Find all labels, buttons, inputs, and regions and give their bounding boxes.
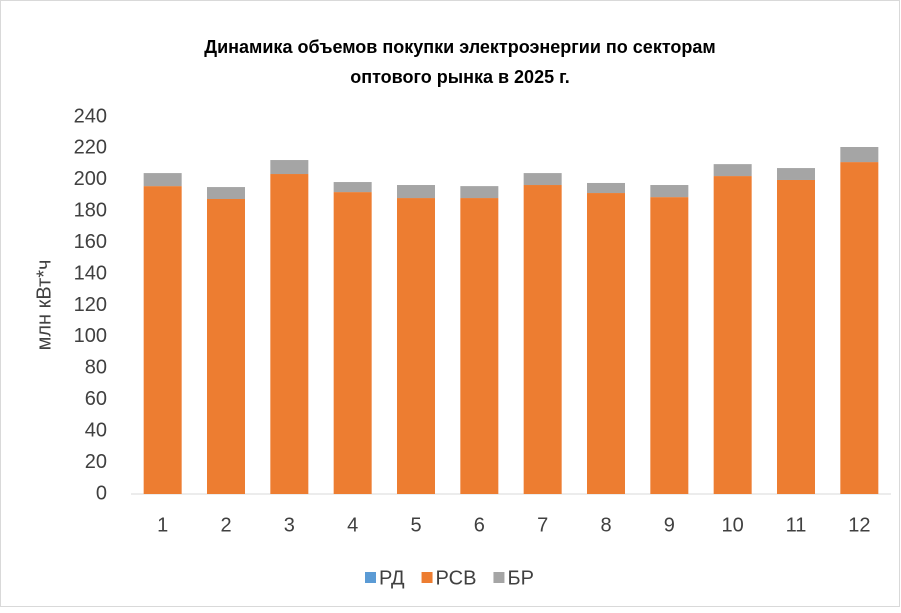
bar-segment (587, 193, 625, 495)
y-axis-title: млн кВт*ч (33, 260, 55, 351)
x-tick-label: 4 (347, 514, 358, 536)
x-tick-label: 1 (157, 514, 168, 536)
bar-segment (777, 168, 815, 180)
bar-segment (143, 186, 182, 494)
x-tick-label: 9 (664, 514, 675, 536)
bar-segment (207, 198, 245, 494)
bar-segment (523, 173, 562, 186)
bar-segment (587, 182, 625, 194)
bar-segment (460, 186, 499, 199)
bar-segment (270, 160, 309, 175)
y-tick-label: 200 (74, 168, 107, 190)
y-tick-label: 60 (85, 388, 107, 410)
x-tick-label: 3 (284, 514, 295, 536)
bar-segment (207, 187, 245, 199)
y-tick-label: 120 (74, 294, 107, 316)
y-tick-label: 0 (96, 482, 107, 504)
y-tick-label: 20 (85, 451, 107, 473)
y-tick-label: 220 (74, 137, 107, 159)
y-tick-label: 100 (74, 325, 107, 347)
y-tick-label: 160 (74, 231, 107, 253)
legend-label: РСВ (436, 567, 477, 589)
y-tick-label: 140 (74, 262, 107, 284)
legend-swatch (365, 572, 376, 583)
bar-segment (650, 197, 689, 495)
bar-segment (840, 147, 879, 163)
bar-segment (713, 164, 752, 177)
bar-segment (777, 179, 815, 494)
legend-label: БР (507, 567, 533, 589)
x-tick-label: 5 (410, 514, 421, 536)
x-tick-label: 8 (600, 514, 611, 536)
chart-title: Динамика объемов покупки электроэнергии … (204, 37, 715, 57)
bar-segment (840, 162, 879, 494)
y-tick-label: 240 (74, 105, 107, 127)
bar-segment (270, 174, 309, 495)
x-tick-label: 6 (474, 514, 485, 536)
legend-swatch (421, 572, 433, 583)
bar-segment (333, 192, 372, 495)
bar-segment (143, 173, 182, 187)
y-tick-label: 180 (74, 200, 107, 222)
bar-segment (713, 176, 752, 494)
x-tick-label: 2 (220, 514, 231, 536)
bar-segment (333, 182, 372, 193)
x-tick-label: 11 (786, 514, 807, 536)
bar-segment (397, 185, 435, 199)
bar-segment (650, 185, 689, 198)
y-tick-label: 80 (85, 357, 107, 379)
x-tick-label: 12 (848, 514, 870, 536)
x-tick-label: 10 (722, 514, 744, 536)
legend-swatch (493, 572, 505, 583)
bar-segment (460, 198, 499, 494)
y-tick-label: 40 (85, 419, 107, 441)
chart-title: оптового рынка в 2025 г. (350, 67, 570, 87)
x-tick-label: 7 (537, 514, 548, 536)
bar-segment (523, 185, 562, 494)
legend-label: РД (379, 567, 405, 589)
bar-segment (397, 198, 435, 494)
